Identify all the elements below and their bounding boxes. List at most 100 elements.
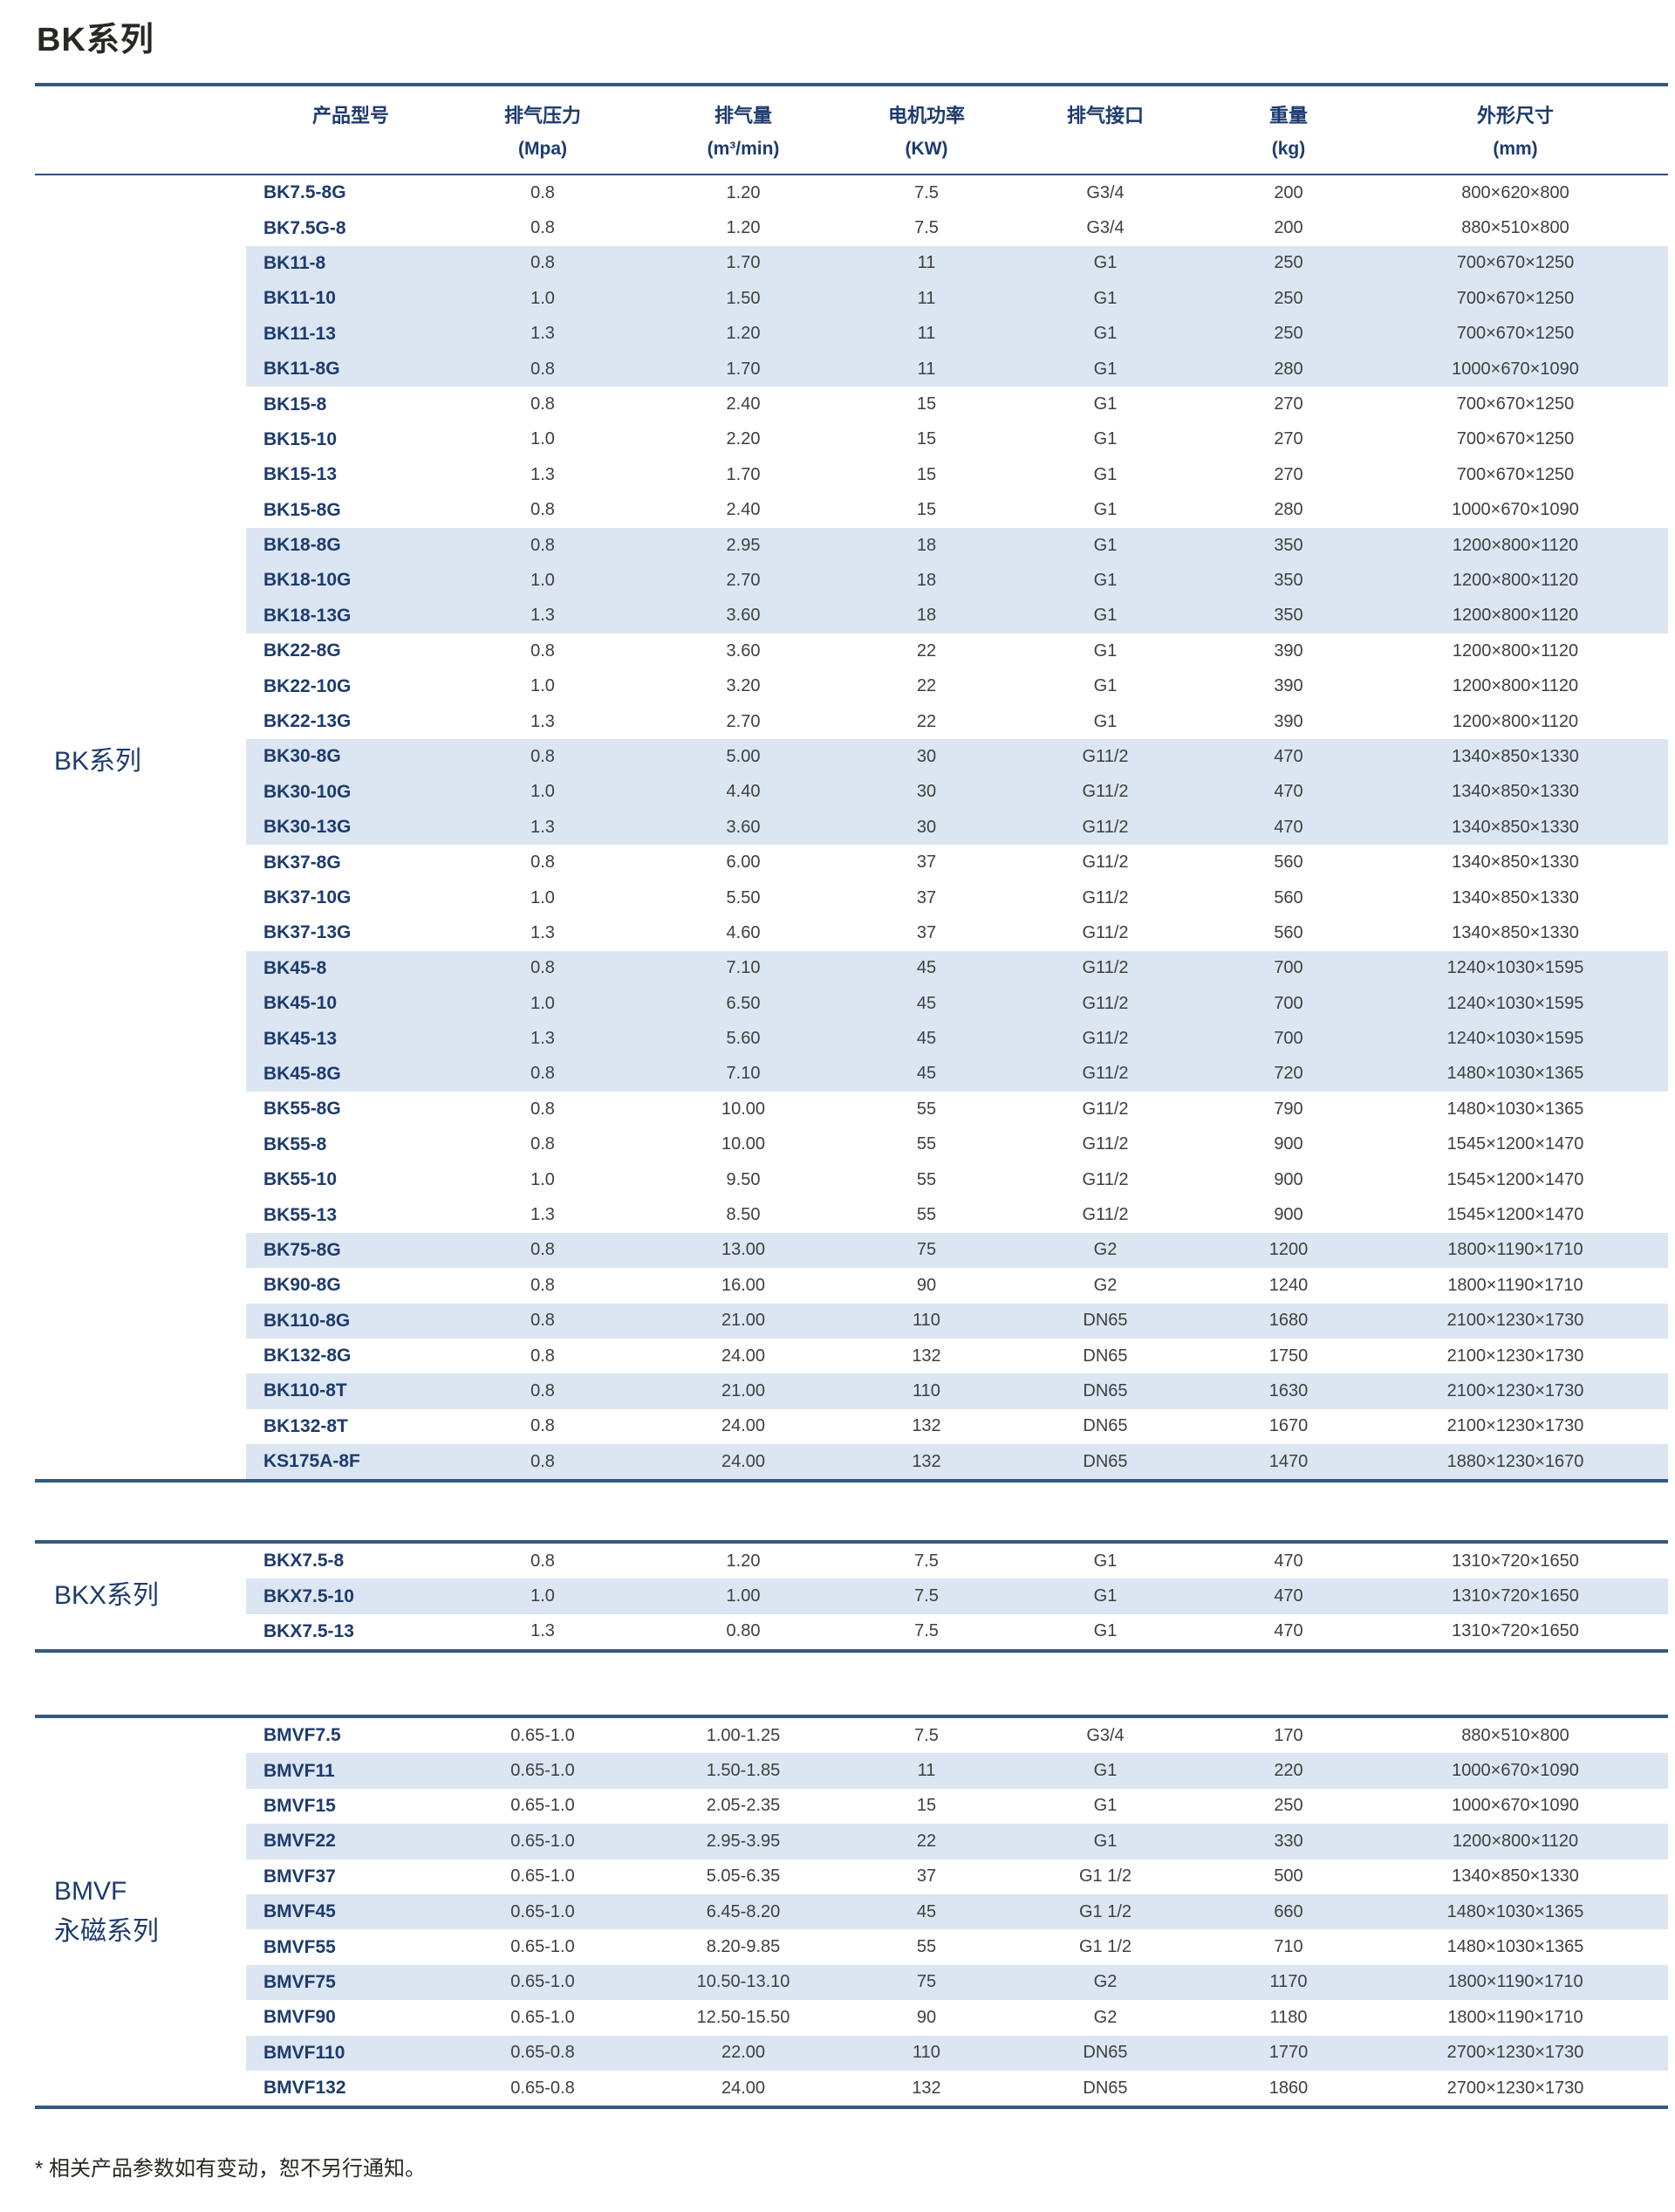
port-cell: G11/2	[1082, 746, 1129, 766]
dims-cell: 1240×1030×1595	[1446, 993, 1584, 1013]
volume-cell: 6.00	[726, 853, 761, 873]
power-cell: 30	[916, 746, 937, 766]
dims-cell: 880×510×800	[1461, 218, 1569, 238]
power-cell: 15	[916, 394, 937, 414]
volume-cell: 5.00	[726, 746, 761, 766]
dims-cell: 1480×1030×1365	[1446, 1937, 1584, 1957]
dims-cell: 1310×720×1650	[1452, 1586, 1579, 1606]
series-label-bkx: BKX系列	[54, 1581, 160, 1611]
model-cell: BK55-13	[263, 1204, 338, 1225]
pressure-cell: 0.8	[530, 253, 555, 273]
volume-cell: 21.00	[721, 1311, 766, 1331]
pressure-cell: 1.0	[530, 887, 555, 907]
pressure-cell: 0.65-1.0	[510, 1866, 575, 1887]
dims-cell: 1200×800×1120	[1452, 1831, 1579, 1851]
series-label-bk: BK系列	[54, 746, 142, 776]
table-row: BMVF37 0.65-1.0 5.05-6.35 37 G1 1/2 500 1340×8…	[246, 1859, 1668, 1894]
volume-cell: 2.95-3.95	[706, 1831, 781, 1851]
table-row: BK55-8 0.8 10.00 55 G11/2 900 1545×1200×1470	[246, 1127, 1668, 1162]
table-header: 产品型号 排气压力 (Mpa) 排气量 (m³/min) 电机功率 (KW) 排…	[35, 86, 1668, 174]
dims-cell: 2100×1230×1730	[1446, 1380, 1584, 1400]
weight-cell: 660	[1274, 1901, 1303, 1921]
power-cell: 132	[912, 1346, 941, 1366]
volume-cell: 5.05-6.35	[706, 1866, 781, 1887]
dims-cell: 2100×1230×1730	[1446, 1416, 1584, 1436]
model-cell: BMVF15	[263, 1795, 336, 1816]
table-row: BK132-8T 0.8 24.00 132 DN65 1670 2100×1230×173…	[246, 1409, 1668, 1444]
volume-cell: 21.00	[721, 1380, 766, 1400]
volume-cell: 1.20	[726, 324, 761, 344]
weight-cell: 200	[1274, 218, 1303, 238]
model-cell: BK30-13G	[263, 817, 352, 838]
volume-cell: 1.00	[726, 1586, 761, 1606]
model-cell: BK22-13G	[263, 711, 352, 732]
pressure-cell: 0.8	[530, 1064, 555, 1084]
dims-cell: 1000×670×1090	[1452, 359, 1579, 379]
dims-cell: 700×670×1250	[1456, 288, 1575, 308]
port-cell: G11/2	[1082, 1099, 1129, 1119]
table-row: BMVF7.5 0.65-1.0 1.00-1.25 7.5 G3/4 170 880×51…	[246, 1718, 1668, 1753]
weight-cell: 1630	[1268, 1380, 1309, 1400]
pressure-cell: 0.8	[530, 958, 555, 978]
model-cell: BK30-10G	[263, 781, 352, 802]
pressure-cell: 0.8	[530, 359, 555, 379]
dims-cell: 1340×850×1330	[1452, 922, 1579, 942]
volume-cell: 10.50-13.10	[696, 1972, 790, 1992]
weight-cell: 1200	[1268, 1240, 1309, 1260]
volume-cell: 7.10	[726, 1064, 761, 1084]
table-row: BK15-13 1.3 1.70 15 G1 270 700×670×1250	[246, 457, 1668, 492]
power-cell: 110	[913, 1311, 940, 1331]
dims-cell: 1310×720×1650	[1452, 1551, 1579, 1571]
pressure-cell: 0.8	[530, 182, 555, 202]
table-row: BKX7.5-13 1.3 0.80 7.5 G1 470 1310×720×1650	[246, 1614, 1668, 1649]
weight-cell: 700	[1274, 1029, 1303, 1049]
volume-cell: 2.05-2.35	[706, 1796, 781, 1816]
model-cell: BKX7.5-8	[263, 1551, 345, 1572]
footnote: * 相关产品参数如有变动，恕不另行通知。	[35, 2157, 427, 2181]
pressure-cell: 0.8	[530, 1240, 555, 1260]
header-col-port: 排气接口	[1066, 105, 1144, 127]
dims-cell: 1545×1200×1470	[1446, 1134, 1584, 1154]
table-row: BMVF90 0.65-1.0 12.50-15.50 90 G2 1180 1800×11…	[246, 2000, 1668, 2035]
weight-cell: 790	[1274, 1099, 1303, 1119]
dims-cell: 1340×850×1330	[1452, 817, 1579, 837]
dims-cell: 2100×1230×1730	[1446, 1346, 1584, 1366]
pressure-cell: 1.0	[530, 570, 555, 590]
port-cell: G2	[1093, 1240, 1118, 1260]
table-row: BK45-8 0.8 7.10 45 G11/2 700 1240×1030×1595	[246, 950, 1668, 986]
page-title: BK系列	[37, 22, 154, 58]
header-col-power: 电机功率 (KW)	[887, 105, 965, 159]
volume-cell: 8.50	[726, 1205, 761, 1225]
pressure-cell: 0.65-1.0	[510, 1796, 575, 1816]
port-cell: G3/4	[1086, 218, 1125, 238]
table-row: BK7.5-8G 0.8 1.20 7.5 G3/4 200 800×620×800	[246, 175, 1668, 210]
model-cell: BK45-10	[263, 993, 338, 1014]
model-cell: BK110-8T	[263, 1380, 347, 1401]
model-cell: BK15-13	[263, 464, 338, 485]
header-col-weight: 重量 (kg)	[1268, 105, 1308, 159]
dims-cell: 1340×850×1330	[1452, 746, 1579, 766]
port-cell: G11/2	[1082, 887, 1129, 907]
power-cell: 22	[916, 711, 937, 731]
table-row: BK22-10G 1.0 3.20 22 G1 390 1200×800×1120	[246, 668, 1668, 703]
port-cell: G1	[1093, 676, 1118, 696]
weight-cell: 470	[1274, 817, 1303, 837]
dims-cell: 1200×800×1120	[1452, 711, 1579, 731]
pressure-cell: 0.8	[530, 1134, 555, 1154]
power-cell: 18	[916, 606, 937, 626]
pressure-cell: 0.8	[530, 1311, 555, 1331]
pressure-cell: 0.65-1.0	[510, 1725, 575, 1745]
model-cell: BK55-10	[263, 1169, 338, 1190]
dims-cell: 700×670×1250	[1456, 429, 1575, 449]
weight-cell: 560	[1274, 922, 1303, 942]
power-cell: 55	[916, 1937, 937, 1957]
table-row: BMVF15 0.65-1.0 2.05-2.35 15 G1 250 1000×670×1…	[246, 1789, 1668, 1824]
model-cell: BK15-8	[263, 394, 327, 414]
volume-cell: 1.70	[726, 464, 761, 484]
pressure-cell: 0.8	[530, 1451, 555, 1471]
table-row: BMVF110 0.65-0.8 22.00 110 DN65 1770 2700×1230…	[246, 2035, 1668, 2071]
model-cell: BK45-8G	[263, 1063, 341, 1084]
table-row: BMVF45 0.65-1.0 6.45-8.20 45 G1 1/2 660 1480×1…	[246, 1894, 1668, 1930]
dims-cell: 1480×1030×1365	[1446, 1099, 1584, 1119]
weight-cell: 350	[1274, 535, 1303, 555]
